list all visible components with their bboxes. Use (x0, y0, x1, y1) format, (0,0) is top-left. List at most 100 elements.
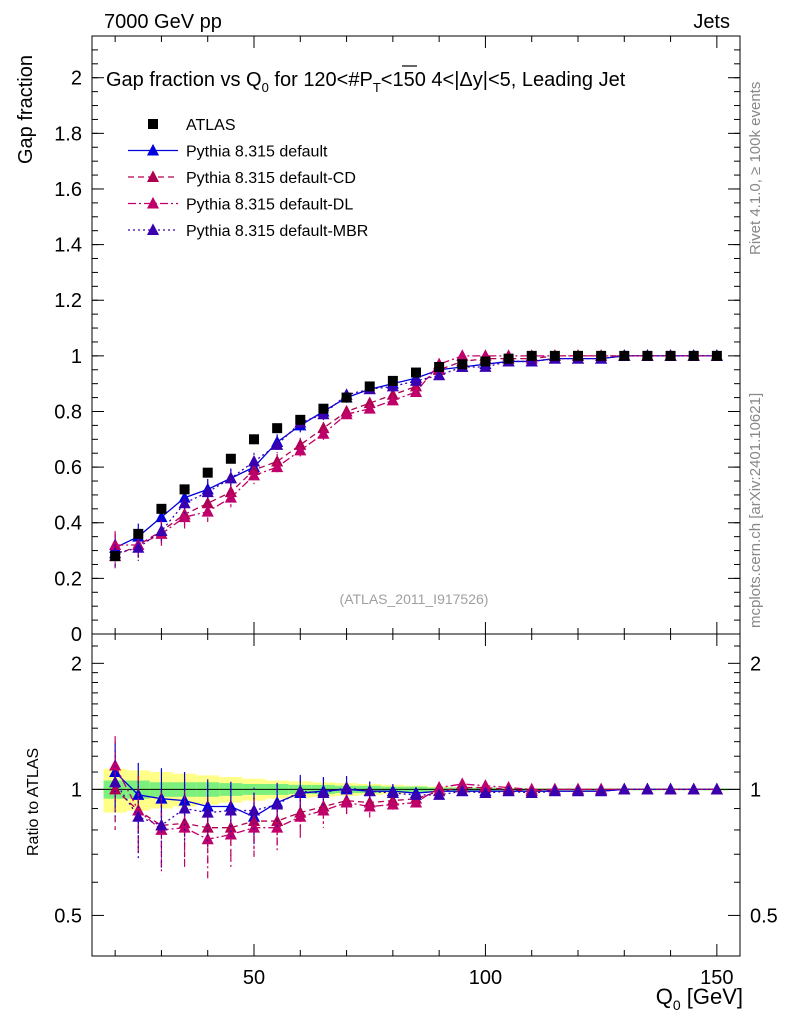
ratio-xtick-label: 50 (243, 967, 265, 989)
main-title: Gap fraction vs Q0 for 120<#PT<150 4<|Δy… (106, 69, 626, 95)
point-atlas (179, 484, 190, 495)
point-atlas (711, 350, 722, 361)
ratio-point-dl (271, 821, 284, 833)
ratio-point-mbr (456, 784, 469, 797)
ratio-point-mbr (317, 786, 330, 798)
ratio-point-dl (433, 780, 446, 793)
legend: ATLAS Pythia 8.315 default Pythia 8.315 de… (128, 117, 368, 240)
main-ytick-label: 0 (71, 624, 82, 646)
point-atlas (295, 414, 306, 425)
point-mbr (271, 438, 284, 450)
point-mbr (178, 496, 191, 509)
ratio-point-mbr (548, 784, 561, 797)
ratio-point-mbr (247, 803, 261, 816)
point-atlas (341, 392, 352, 403)
ratio-point-dl (247, 821, 261, 833)
series-line-dl (115, 355, 717, 546)
ratio-point-mbr (386, 786, 399, 798)
side-label-rivet: Rivet 4.1.0, ≥ 100k events (747, 82, 764, 255)
ratio-point-mbr (710, 782, 723, 795)
point-atlas (457, 359, 468, 370)
point-dl (178, 510, 191, 523)
ratio-ytick-label: 0.5 (54, 905, 82, 927)
ratio-point-dl (178, 821, 191, 833)
ratio-point-mbr (201, 806, 214, 818)
point-dl (247, 468, 261, 481)
ratio-point-dl (317, 803, 330, 816)
main-axes: 0 0.2 0.4 0.6 0.8 1 1.2 1.4 1.6 1.8 2 (54, 36, 740, 646)
ratio-series (109, 736, 723, 879)
legend-label: Pythia 8.315 default-MBR (186, 223, 368, 240)
ratio-point-mbr (641, 782, 654, 795)
ratio-xtick-label: 100 (469, 967, 502, 989)
analysis-watermark: (ATLAS_2011_I917526) (340, 591, 489, 607)
ratio-point-mbr (571, 784, 585, 797)
main-ytick-label: 1.6 (54, 179, 82, 201)
point-atlas (225, 453, 236, 464)
point-mbr (155, 524, 168, 537)
side-label-mcplots: mcplots.cern.ch [arXiv:2401.10621] (747, 393, 764, 628)
point-default (155, 510, 168, 523)
main-ylabel: Gap fraction (15, 55, 37, 164)
series-line-cd (114, 355, 717, 557)
ratio-point-mbr (687, 782, 700, 795)
ratio-point-dl (109, 758, 122, 771)
ratio-point-dl (409, 795, 423, 808)
ratio-point-mbr (595, 784, 608, 797)
ratio-point-mbr (132, 810, 145, 822)
point-atlas (387, 375, 398, 386)
main-ytick-label: 1.4 (54, 235, 82, 257)
ratio-point-dl (456, 777, 469, 789)
point-dl (224, 491, 237, 503)
point-mbr (201, 485, 214, 498)
point-atlas (596, 350, 607, 361)
ratio-point-mbr (525, 786, 538, 798)
ratio-point-mbr (363, 784, 376, 797)
point-dl (294, 443, 307, 456)
point-mbr (409, 374, 423, 386)
ratio-point-mbr (294, 784, 307, 797)
point-atlas (411, 367, 421, 378)
main-ytick-label: 1.8 (54, 123, 82, 145)
legend-marker-cd (146, 170, 160, 182)
ratio-point-dl (479, 779, 492, 791)
main-ytick-label: 1 (71, 346, 82, 368)
ratio-point-dl (224, 827, 237, 840)
ratio-point-mbr (479, 786, 492, 798)
point-atlas (434, 361, 445, 372)
header-right: Jets (693, 11, 730, 33)
point-atlas (642, 350, 653, 361)
point-mbr (132, 541, 145, 553)
ratio-point-mbr (224, 803, 237, 816)
main-ytick-label: 1.2 (54, 290, 82, 312)
ratio-point-mbr (109, 775, 122, 788)
point-dl (201, 505, 214, 517)
ratio-axes: 0.5 0.5 1 1 2 2 50 100 150 (54, 634, 778, 989)
ratio-point-mbr (618, 782, 631, 795)
point-atlas (110, 551, 121, 562)
legend-label: ATLAS (186, 117, 236, 134)
main-series (109, 349, 723, 571)
point-atlas (573, 350, 583, 361)
ratio-point-dl (294, 810, 307, 822)
ratio-point-mbr (409, 788, 423, 800)
legend-marker-mbr (146, 223, 160, 235)
legend-label: Pythia 8.315 default-CD (186, 170, 356, 187)
point-dl (340, 407, 353, 420)
ratio-point-mbr (433, 788, 446, 800)
point-mbr (224, 471, 237, 484)
legend-marker-atlas (148, 119, 158, 129)
point-dl (409, 385, 423, 397)
header-left: 7000 GeV pp (104, 11, 222, 33)
main-ytick-label: 2 (71, 68, 82, 90)
legend-label: Pythia 8.315 default (186, 144, 328, 161)
legend-marker-default (146, 143, 160, 156)
point-dl (456, 349, 469, 361)
point-dl (109, 538, 122, 550)
main-ytick-label: 0.4 (54, 513, 82, 535)
point-atlas (133, 528, 144, 539)
ratio-point-dl (201, 832, 214, 845)
point-dl (363, 402, 376, 414)
ratio-ytick-label-right: 2 (750, 653, 761, 675)
